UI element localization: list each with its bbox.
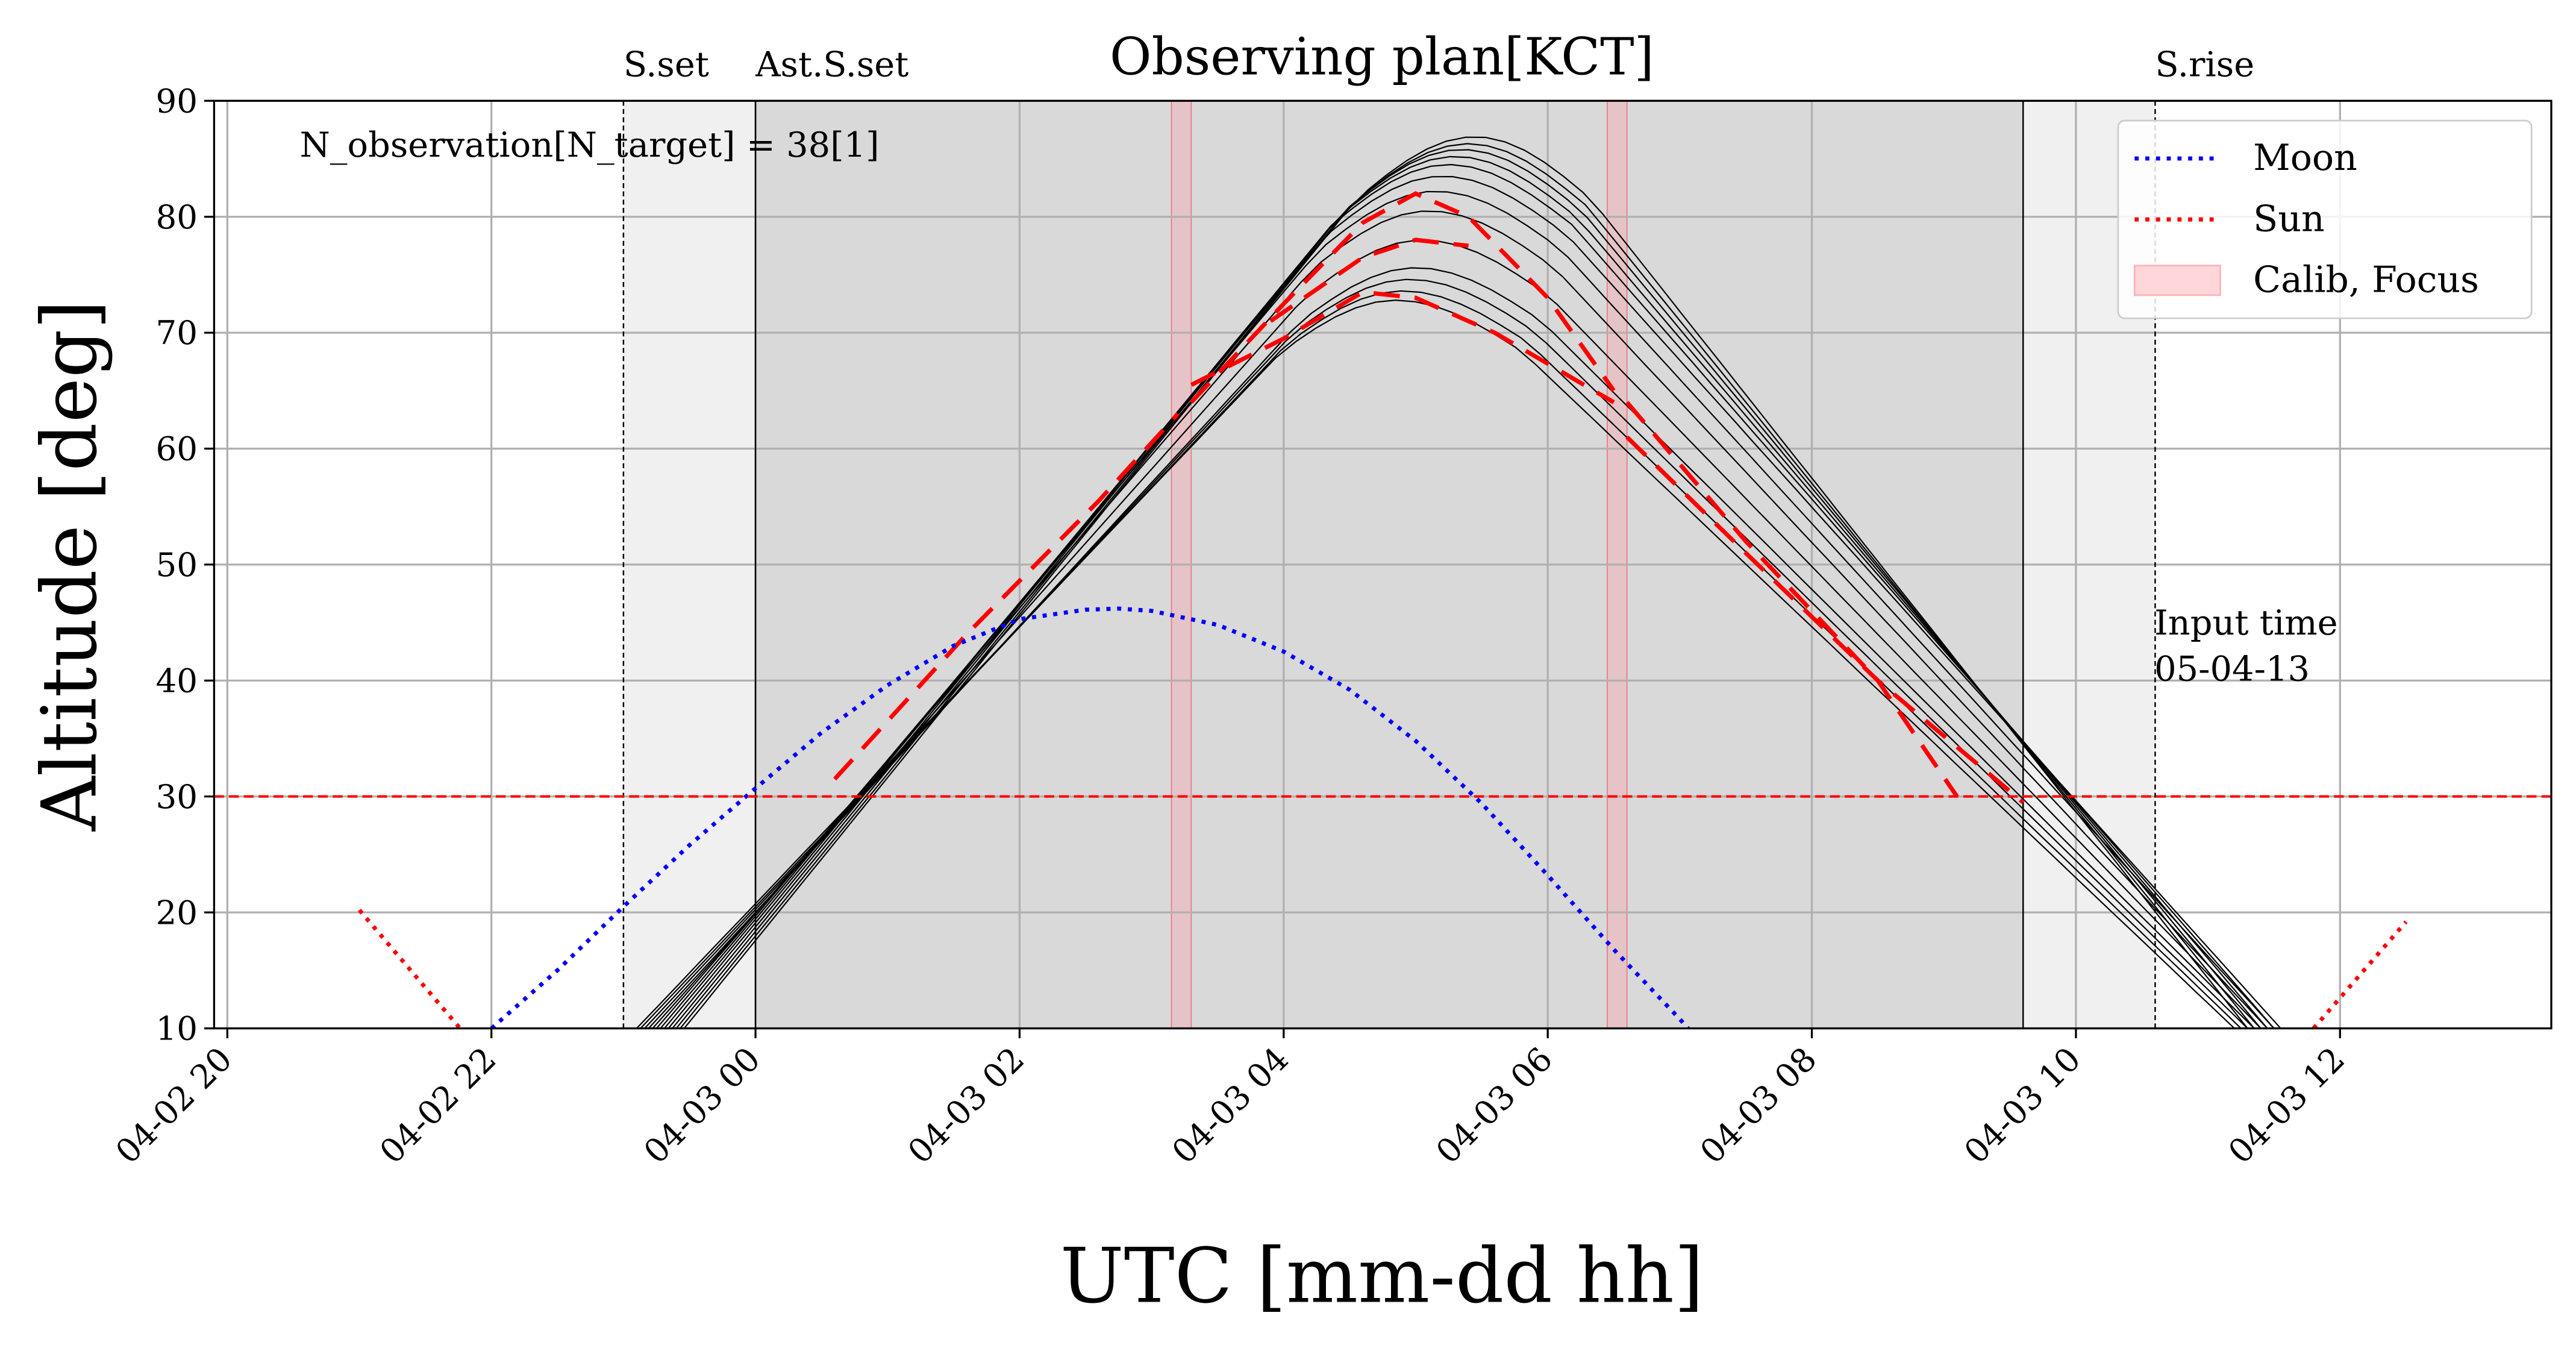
planned-track-segment-4 xyxy=(1625,401,1959,798)
event-label-0: S.set xyxy=(624,44,709,84)
planned-track-segment-5 xyxy=(1625,435,2025,804)
y-tick-label-2: 30 xyxy=(156,777,198,816)
x-tick-label-3: 04-03 02 xyxy=(900,1039,1031,1171)
observation-count-annotation: N_observation[N_target] = 38[1] xyxy=(300,125,880,165)
y-tick-label-1: 20 xyxy=(156,893,198,932)
legend-label-0: Moon xyxy=(2253,137,2357,179)
input-time-annotation: Input time 05-04-13 xyxy=(2154,603,2349,689)
x-tick-label-8: 04-03 12 xyxy=(2221,1039,2352,1171)
planned-track-segment-1 xyxy=(1189,191,1616,404)
x-axis-label: UTC [mm-dd hh] xyxy=(1060,1231,1704,1320)
series-line-moon xyxy=(490,606,1691,1029)
x-tick-label-5: 04-03 06 xyxy=(1428,1039,1560,1171)
y-tick-label-6: 70 xyxy=(156,313,198,352)
x-tick-label-2: 04-03 00 xyxy=(636,1039,767,1171)
event-label-2: S.rise xyxy=(2155,44,2254,84)
legend: Moon Sun Calib, Focus xyxy=(2117,119,2533,319)
y-tick-label-5: 60 xyxy=(156,430,198,468)
legend-label-2: Calib, Focus xyxy=(2253,259,2479,301)
event-label-1: Ast.S.set xyxy=(755,44,908,84)
chart-title: Observing plan[KCT] xyxy=(1110,27,1654,87)
x-tick-label-0: 04-02 20 xyxy=(108,1039,239,1171)
legend-label-1: Sun xyxy=(2253,198,2325,240)
planned-track-segment-0 xyxy=(833,412,1180,781)
x-tick-label-7: 04-03 10 xyxy=(1957,1039,2088,1171)
y-tick-label-4: 50 xyxy=(156,545,198,584)
planned-track-segment-2 xyxy=(1190,290,1615,404)
target-track-12 xyxy=(683,136,2248,1029)
legend-box xyxy=(2117,119,2533,319)
y-tick-label-7: 80 xyxy=(156,198,198,236)
y-tick-label-8: 90 xyxy=(156,81,198,120)
y-axis-label: Altitude [deg] xyxy=(25,299,114,832)
y-tick-label-0: 10 xyxy=(156,1009,198,1048)
series-line-sun-morning xyxy=(2312,920,2408,1029)
x-tick-label-6: 04-03 08 xyxy=(1692,1039,1824,1171)
planned-track-segment-3 xyxy=(1269,237,1469,323)
x-tick-label-1: 04-02 22 xyxy=(372,1039,504,1171)
x-tick-label-4: 04-03 04 xyxy=(1165,1039,1296,1171)
y-tick-label-3: 40 xyxy=(156,661,198,700)
legend-swatch-calib-focus xyxy=(2133,265,2221,296)
